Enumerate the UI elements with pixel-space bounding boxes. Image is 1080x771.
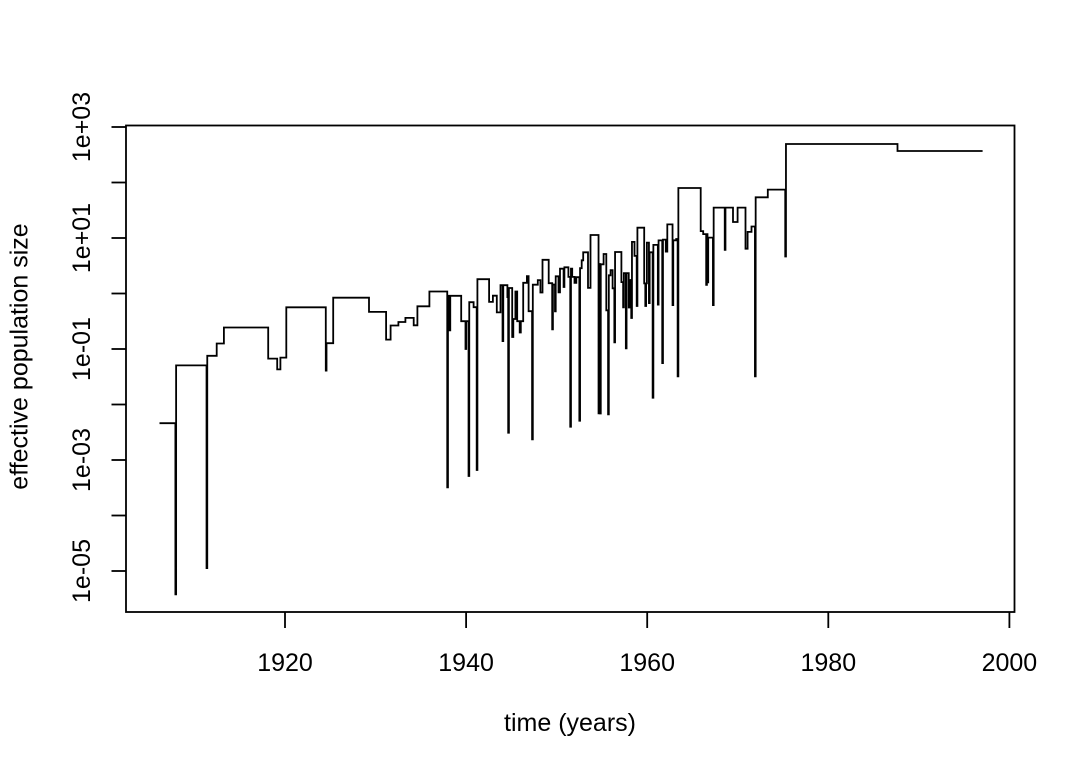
- svg-text:1940: 1940: [438, 649, 494, 677]
- svg-text:1e+03: 1e+03: [68, 92, 96, 162]
- svg-text:effective population size: effective population size: [6, 223, 34, 489]
- svg-text:1e-03: 1e-03: [68, 428, 96, 492]
- svg-text:1e+01: 1e+01: [68, 203, 96, 273]
- svg-text:1980: 1980: [800, 649, 856, 677]
- svg-text:1920: 1920: [257, 649, 313, 677]
- svg-text:time (years): time (years): [504, 709, 636, 737]
- svg-text:1960: 1960: [619, 649, 675, 677]
- svg-text:1e-01: 1e-01: [68, 317, 96, 381]
- svg-text:2000: 2000: [982, 649, 1038, 677]
- svg-text:1e-05: 1e-05: [68, 539, 96, 603]
